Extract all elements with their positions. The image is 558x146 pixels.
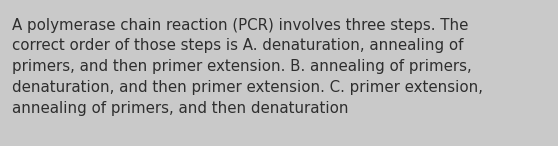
Text: A polymerase chain reaction (PCR) involves three steps. The
correct order of tho: A polymerase chain reaction (PCR) involv…	[12, 18, 483, 116]
